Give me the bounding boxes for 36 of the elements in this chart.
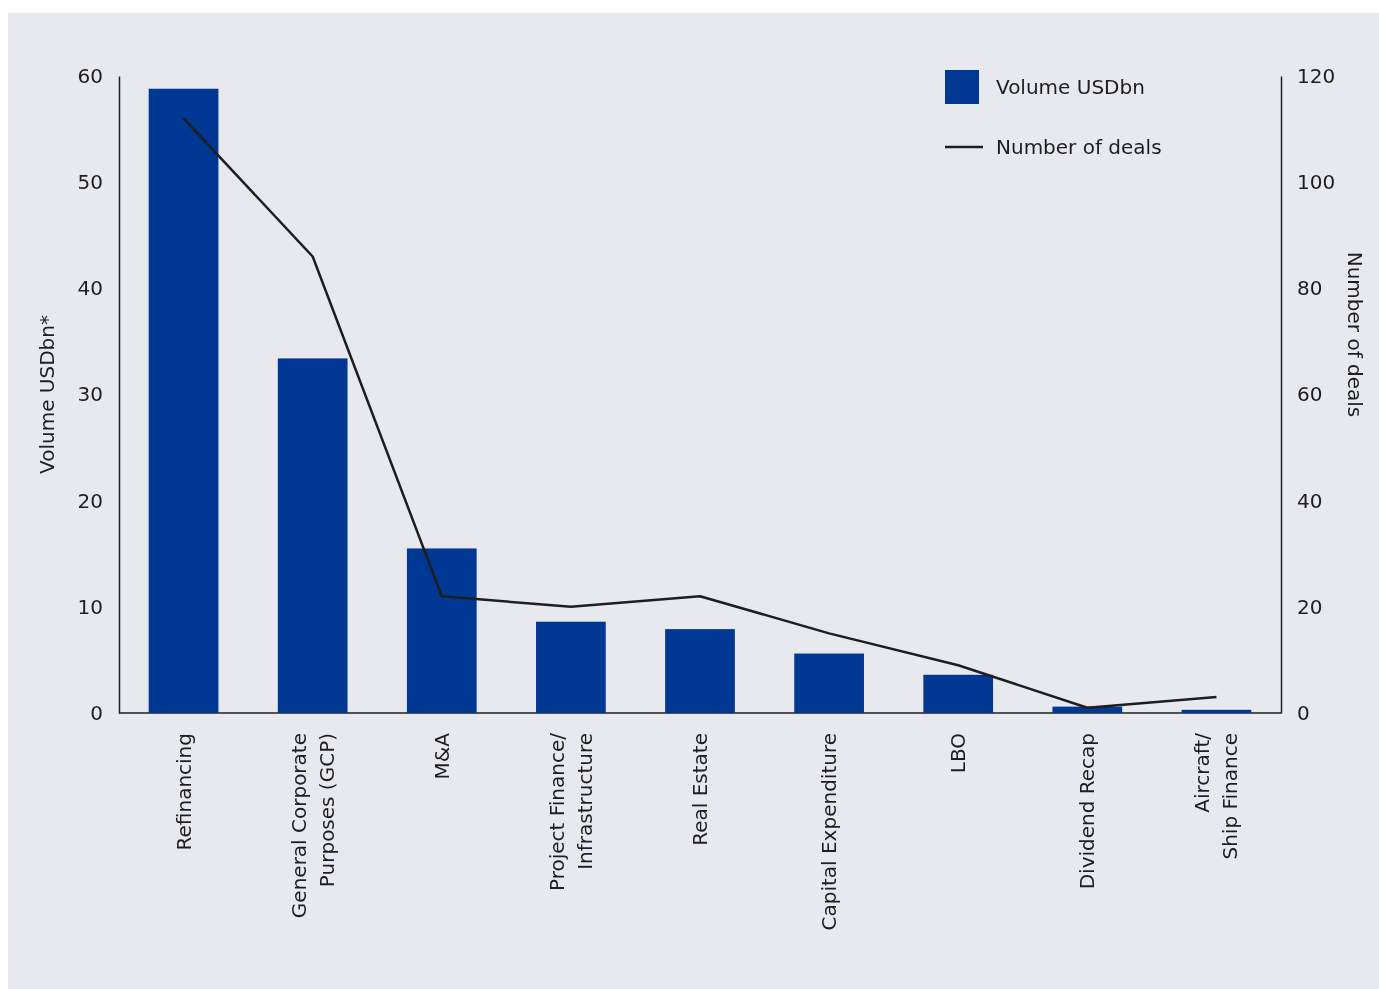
y2-tick-label: 40 — [1297, 488, 1323, 513]
y-tick-label: 0 — [90, 700, 103, 725]
bar — [148, 88, 219, 713]
line-series — [182, 117, 1218, 709]
y-tick-label: 30 — [77, 382, 103, 407]
y2-axis-title: Number of deals — [1343, 251, 1367, 418]
x-tick-label: Refinancing — [171, 733, 196, 851]
x-tick-label: Real Estate — [688, 733, 712, 846]
y2-tick-label: 100 — [1297, 170, 1336, 195]
y2-tick-label: 80 — [1297, 276, 1323, 301]
y-tick-label: 60 — [77, 63, 103, 88]
x-tick-label: Capital Expenditure — [817, 733, 842, 931]
bar — [1181, 709, 1252, 713]
y-tick-label: 10 — [77, 594, 103, 619]
bar — [406, 548, 477, 713]
x-tick-label: M&A — [429, 732, 454, 780]
y2-tick-label: 0 — [1297, 700, 1310, 725]
bar — [277, 358, 348, 713]
bar — [665, 629, 735, 713]
x-tick-label: LBO — [946, 733, 971, 774]
bar — [794, 653, 864, 713]
y2-tick-label: 120 — [1297, 63, 1336, 88]
bar — [536, 621, 606, 713]
legend-label: Number of deals — [996, 135, 1162, 159]
y-tick-label: 50 — [77, 170, 103, 195]
y-tick-label: 40 — [77, 276, 103, 301]
y-axis-title: Volume USDbn* — [35, 315, 59, 474]
bar — [923, 674, 994, 713]
y2-tick-label: 60 — [1297, 382, 1323, 407]
y2-tick-label: 20 — [1297, 594, 1323, 619]
y-tick-label: 20 — [77, 488, 103, 513]
x-tick-label: Dividend Recap — [1075, 733, 1100, 890]
x-tick-label: General Corporate Purposes (GCP) — [286, 733, 339, 919]
legend-label: Volume USDbn — [996, 75, 1145, 99]
x-tick-label: Aircraft/ Ship Finance — [1190, 732, 1243, 860]
x-tick-label: Project Finance/ Infrastructure — [544, 732, 597, 892]
